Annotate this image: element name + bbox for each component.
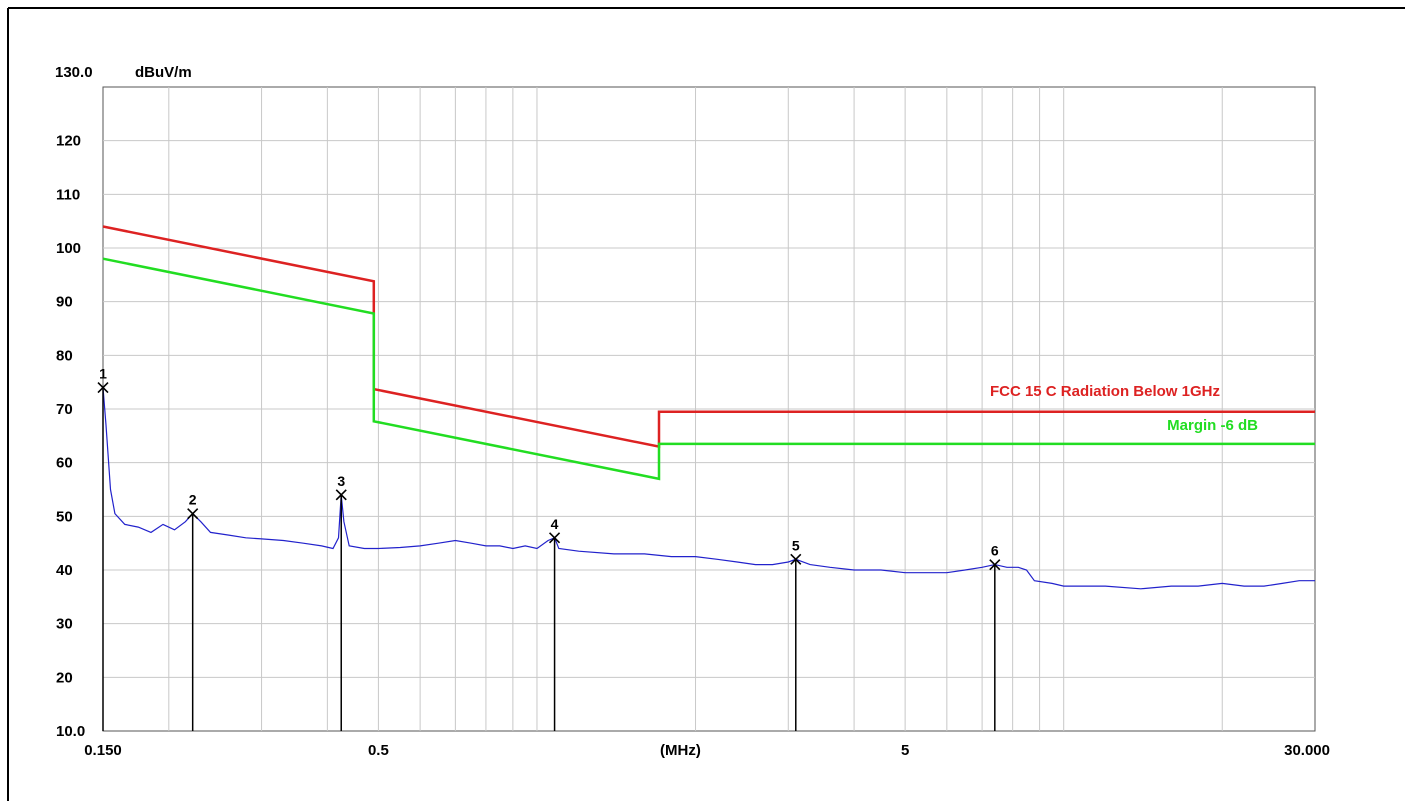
y-tick-label: 10.0 <box>56 723 85 740</box>
y-tick-label: 120 <box>56 133 81 150</box>
y-tick-label: 20 <box>56 669 73 686</box>
y-tick-label: 100 <box>56 240 81 257</box>
y-tick-label: 50 <box>56 508 73 525</box>
marker-label: 4 <box>551 516 559 532</box>
y-tick-label: 110 <box>56 186 80 203</box>
spectrum-trace <box>102 387 1315 590</box>
y-tick-label: 80 <box>56 347 73 364</box>
marker-label: 5 <box>792 537 800 553</box>
axis-labels: 120 110 100 90 80 70 60 50 40 30 20 10.0 0.150 0.5 5 30… <box>56 133 1330 759</box>
margin-line <box>102 257 1315 481</box>
x-tick-label: 0.150 <box>84 742 122 759</box>
marker-label: 2 <box>189 492 197 508</box>
marker-x <box>989 559 1001 571</box>
marker-x <box>549 532 561 544</box>
y-tick-label: 90 <box>56 294 73 311</box>
marker-x <box>97 381 109 394</box>
y-tick-label: 60 <box>56 455 73 472</box>
x-tick-label: 30.000 <box>1284 742 1330 759</box>
limit-line <box>102 225 1315 449</box>
marker-label: 1 <box>99 366 107 382</box>
x-tick-label: 0.5 <box>368 742 389 759</box>
margin-line-label: Margin -6 dB <box>1167 417 1258 434</box>
y-tick-label: 70 <box>56 401 73 418</box>
y-tick-label: 40 <box>56 562 73 579</box>
marker-x <box>790 553 802 565</box>
grid-lines <box>103 87 1315 731</box>
marker-x <box>187 508 199 520</box>
y-top-label: 130.0 <box>55 64 93 81</box>
marker-x <box>335 489 347 501</box>
marker-label: 3 <box>337 473 345 489</box>
markers: 1 2 3 4 5 6 <box>97 366 1001 731</box>
x-unit-label: (MHz) <box>660 742 701 759</box>
y-tick-label: 30 <box>56 616 73 633</box>
limit-line-label: FCC 15 C Radiation Below 1GHz <box>990 383 1220 400</box>
marker-label: 6 <box>991 543 999 559</box>
x-tick-label: 5 <box>901 742 909 759</box>
y-unit-label: dBuV/m <box>135 64 192 81</box>
series-lines <box>102 225 1315 590</box>
